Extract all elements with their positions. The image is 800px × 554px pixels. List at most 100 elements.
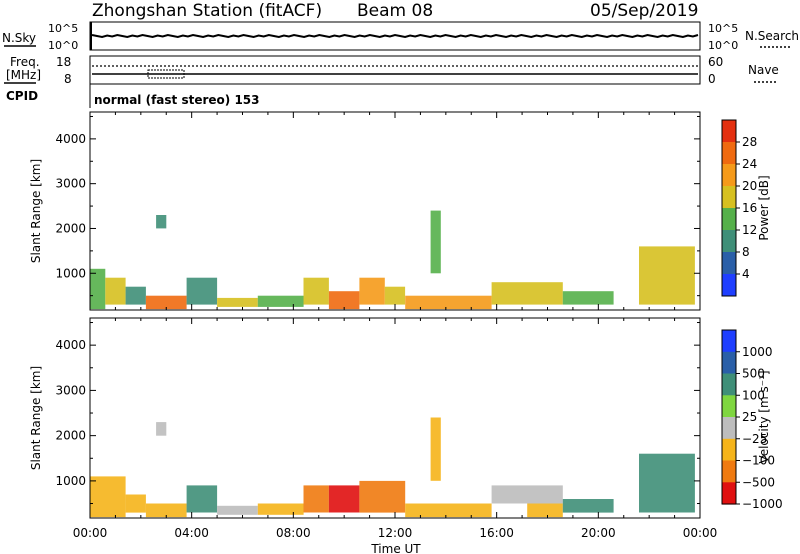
velocity-cell xyxy=(217,505,258,515)
power-cell xyxy=(328,291,360,310)
colorbar-tick-label: 12 xyxy=(742,223,757,237)
x-tick-label: 16:00 xyxy=(479,526,514,540)
colorbar-tick-label: 24 xyxy=(742,157,757,171)
y-axis-title: Slant Range [km] xyxy=(29,159,43,263)
freq-dip-marker xyxy=(147,69,185,79)
power-cell xyxy=(105,277,126,305)
velocity-cell xyxy=(186,485,218,513)
power-cell xyxy=(257,295,304,307)
cpid-value: normal (fast stereo) 153 xyxy=(94,93,260,107)
power-cell xyxy=(156,215,167,229)
colorbar-band xyxy=(722,330,736,353)
date-title: 05/Sep/2019 xyxy=(590,1,698,21)
velocity-cell xyxy=(430,417,441,481)
colorbar-band xyxy=(722,274,736,297)
y-tick-label: 1000 xyxy=(55,266,86,280)
freq-trace xyxy=(92,65,698,79)
velocity-cell xyxy=(491,485,563,504)
colorbar-band xyxy=(722,395,736,418)
colorbar-band xyxy=(722,417,736,440)
colorbar-band xyxy=(722,460,736,483)
velocity-cell xyxy=(303,485,329,513)
colorbar-tick-label: 25 xyxy=(742,410,757,424)
power-cell xyxy=(562,291,614,305)
nave-tick-top: 60 xyxy=(708,55,723,69)
freq-tick-top: 18 xyxy=(56,55,71,69)
nsky-tick-bottom: 10^0 xyxy=(48,39,78,52)
power-frame xyxy=(89,111,701,311)
nave-tick-bottom: 0 xyxy=(708,72,716,86)
station-title: Zhongshan Station (fitACF) xyxy=(92,1,322,21)
colorbar-tick-label: 4 xyxy=(742,267,750,281)
nsky-trace xyxy=(91,33,699,39)
velocity-cell xyxy=(90,476,126,518)
velocity-cell xyxy=(257,503,304,515)
nsearch-label: N.Search xyxy=(745,29,799,43)
beam-title: Beam 08 xyxy=(357,1,433,21)
power-panel: 1000 2000 3000 4000 Slant Range [km] 28 24 20 16… xyxy=(29,111,771,311)
colorbar-band xyxy=(722,186,736,209)
colorbar-tick-label: −500 xyxy=(742,475,775,489)
freq-label: Freq. xyxy=(10,55,40,69)
freq-tick-bottom: 8 xyxy=(64,72,72,86)
power-cell xyxy=(217,297,258,307)
time-axis: 00:00 04:00 08:00 12:00 16:00 20:00 00:00 xyxy=(73,526,718,540)
nave-label: Nave xyxy=(748,63,779,77)
cpid-label: CPID xyxy=(6,89,38,103)
nsky-tick-top: 10^5 xyxy=(48,22,78,35)
power-cell xyxy=(405,295,492,310)
x-axis-title: Time UT xyxy=(370,542,421,554)
colorbar-tick-label: 8 xyxy=(742,245,750,259)
nsearch-tick-top: 10^5 xyxy=(708,22,738,35)
nsky-label: N.Sky xyxy=(2,31,36,45)
velocity-cell xyxy=(125,494,146,513)
x-tick-label: 00:00 xyxy=(683,526,718,540)
y-tick-label: 1000 xyxy=(55,474,86,488)
power-cell xyxy=(430,210,441,274)
colorbar-tick-label: −25 xyxy=(742,432,767,446)
power-cell xyxy=(639,246,695,305)
x-tick-label: 08:00 xyxy=(276,526,311,540)
velocity-cell xyxy=(359,480,406,513)
x-tick-label: 04:00 xyxy=(174,526,209,540)
velocity-cell xyxy=(639,453,695,513)
colorbar-band xyxy=(722,230,736,253)
power-cell xyxy=(125,286,146,305)
freq-unit-label: [MHz] xyxy=(6,68,41,82)
colorbar-tick-label: 28 xyxy=(742,135,757,149)
nsky-line xyxy=(91,33,699,39)
colorbar-band xyxy=(722,438,736,462)
colorbar-tick-label: 500 xyxy=(742,367,765,381)
colorbar-band xyxy=(722,142,736,165)
colorbar-band xyxy=(722,351,736,375)
colorbar-band xyxy=(722,208,736,231)
power-cell xyxy=(384,286,406,305)
colorbar-band xyxy=(722,252,736,275)
velocity-panel: 1000 2000 3000 4000 Slant Range [km] 1000 500 1… xyxy=(29,317,783,519)
velocity-cell xyxy=(405,503,492,518)
nsearch-tick-bottom: 10^0 xyxy=(708,39,738,52)
velocity-cell xyxy=(527,503,563,518)
x-tick-label: 20:00 xyxy=(581,526,616,540)
power-cell xyxy=(145,295,187,310)
velocity-cell xyxy=(328,485,360,513)
y-tick-label: 3000 xyxy=(55,177,86,191)
colorbar-tick-label: −100 xyxy=(742,454,775,468)
colorbar-title: Power [dB] xyxy=(757,175,771,240)
colorbar-tick-label: 100 xyxy=(742,388,765,402)
freq-panel-frame xyxy=(89,55,701,85)
velocity-cell xyxy=(156,422,167,436)
y-tick-label: 2000 xyxy=(55,429,86,443)
colorbar-band xyxy=(722,164,736,187)
colorbar-title: Velocity [m s⁻¹] xyxy=(757,370,771,463)
x-tick-label: 12:00 xyxy=(378,526,413,540)
colorbar-band xyxy=(722,482,736,505)
y-tick-label: 2000 xyxy=(55,221,86,235)
power-cell xyxy=(90,268,106,310)
y-tick-label: 3000 xyxy=(55,383,86,397)
colorbar-tick-label: −1000 xyxy=(742,497,783,511)
x-tick-label: 00:00 xyxy=(73,526,108,540)
colorbar-tick-label: 20 xyxy=(742,179,757,193)
velocity-cell xyxy=(145,503,187,518)
